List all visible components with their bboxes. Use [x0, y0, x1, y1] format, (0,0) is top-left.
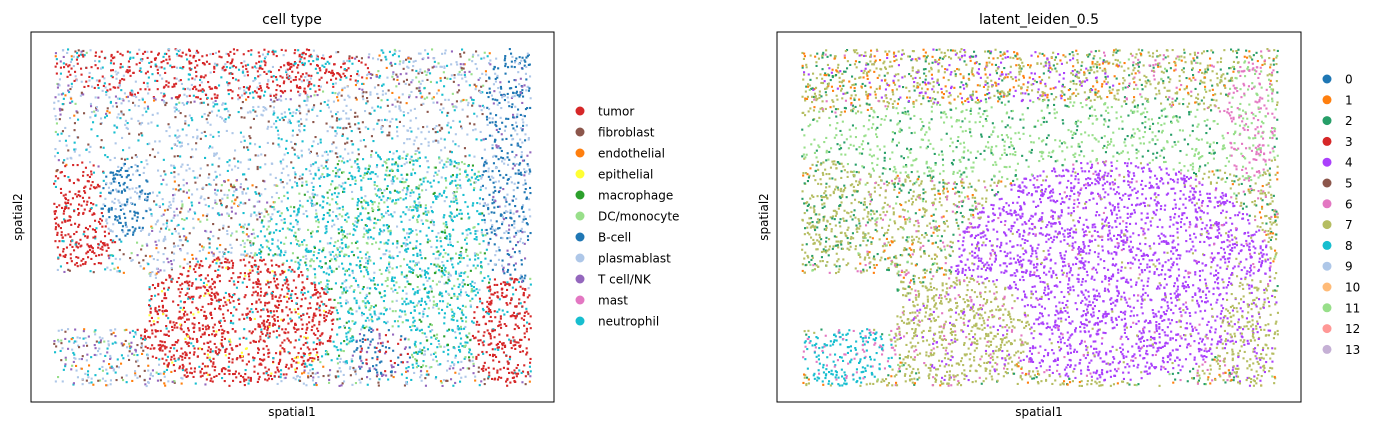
legend-label-10: 10 — [1345, 281, 1360, 295]
panel1-frame — [30, 31, 555, 403]
legend-label-t-cell-nk: T cell/NK — [597, 273, 652, 287]
legend-label-13: 13 — [1345, 343, 1360, 357]
panel2-xlabel: spatial1 — [1015, 405, 1063, 419]
legend-marker-fibroblast — [575, 127, 585, 137]
panel-latent-leiden: latent_leiden_0.5 spatial1 spatial2 0123… — [757, 12, 1360, 419]
panel2-title: latent_leiden_0.5 — [979, 12, 1099, 28]
legend-label-fibroblast: fibroblast — [598, 126, 655, 140]
legend-label-epithelial: epithelial — [598, 168, 653, 182]
panel2-frame — [776, 31, 1302, 403]
legend-label-2: 2 — [1345, 114, 1353, 128]
legend-label-6: 6 — [1345, 197, 1353, 211]
legend-marker-plasmablast — [575, 253, 585, 263]
legend-marker-6 — [1322, 199, 1332, 209]
legend-marker-endothelial — [575, 148, 585, 158]
legend-marker-tumor — [575, 106, 585, 116]
legend-label-macrophage: macrophage — [598, 189, 673, 203]
panel1-ylabel: spatial2 — [11, 193, 25, 241]
legend-label-1: 1 — [1345, 93, 1353, 107]
legend-label-9: 9 — [1345, 260, 1353, 274]
panel1-xlabel: spatial1 — [268, 405, 316, 419]
panel1-legend: tumor fibroblast endothelial epithelial macr… — [575, 105, 679, 329]
legend-marker-8 — [1322, 240, 1332, 250]
legend-marker-5 — [1322, 178, 1332, 188]
legend-marker-neutrophil — [575, 316, 585, 326]
legend-marker-13 — [1322, 344, 1332, 354]
legend-marker-7 — [1322, 220, 1332, 230]
legend-marker-dc-monocyte — [575, 211, 585, 221]
legend-label-0: 0 — [1345, 73, 1353, 87]
legend-marker-epithelial — [575, 169, 585, 179]
legend-marker-macrophage — [575, 190, 585, 200]
legend-marker-2 — [1322, 116, 1332, 126]
legend-marker-3 — [1322, 136, 1332, 146]
legend-label-plasmablast: plasmablast — [598, 252, 671, 266]
panel2-scatter-points — [801, 48, 1279, 387]
legend-label-8: 8 — [1345, 239, 1353, 253]
legend-label-7: 7 — [1345, 218, 1353, 232]
legend-label-3: 3 — [1345, 135, 1353, 149]
legend-label-11: 11 — [1345, 301, 1360, 315]
legend-marker-11 — [1322, 303, 1332, 313]
legend-marker-b-cell — [575, 232, 585, 242]
panel2-ylabel: spatial2 — [757, 193, 771, 241]
panel1-plot-area — [31, 32, 554, 402]
legend-label-b-cell: B-cell — [598, 231, 631, 245]
legend-label-mast: mast — [598, 294, 628, 308]
legend-marker-mast — [575, 295, 585, 305]
legend-label-5: 5 — [1345, 177, 1353, 191]
panel1-scatter-points — [53, 48, 532, 388]
panel2-plot-area — [777, 32, 1301, 402]
panel-cell-type: cell type spatial1 spatial2 tumor fibrobl… — [11, 12, 679, 419]
legend-label-neutrophil: neutrophil — [598, 315, 659, 329]
legend-label-12: 12 — [1345, 322, 1360, 336]
legend-label-dc-monocyte: DC/monocyte — [598, 210, 679, 224]
legend-marker-9 — [1322, 261, 1332, 271]
legend-marker-4 — [1322, 157, 1332, 167]
legend-marker-10 — [1322, 282, 1332, 292]
legend-marker-0 — [1322, 74, 1332, 84]
legend-label-tumor: tumor — [598, 105, 634, 119]
legend-label-4: 4 — [1345, 156, 1353, 170]
panel1-title: cell type — [262, 12, 322, 28]
legend-marker-12 — [1322, 324, 1332, 334]
legend-marker-1 — [1322, 95, 1332, 105]
legend-marker-t-cell-nk — [575, 274, 585, 284]
legend-label-endothelial: endothelial — [598, 147, 665, 161]
